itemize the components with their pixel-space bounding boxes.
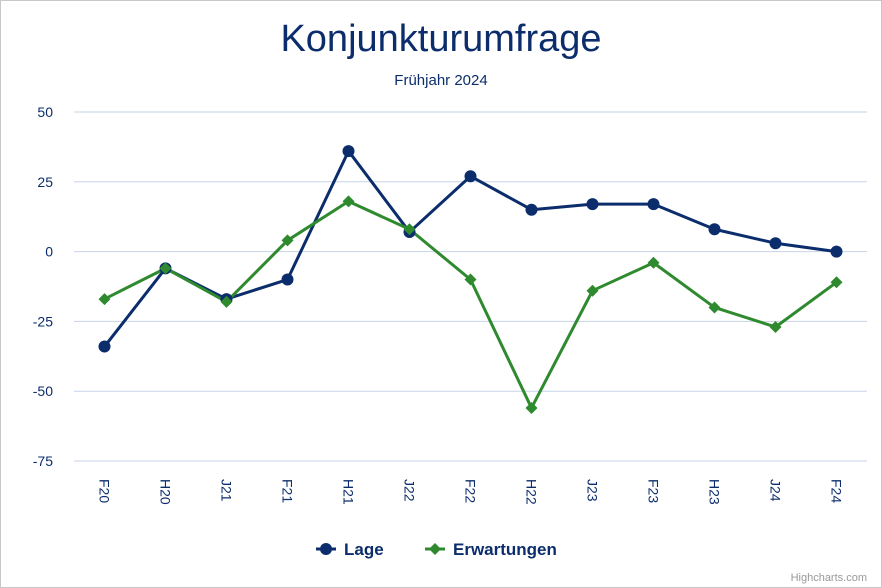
data-point-erwartungen <box>830 276 843 289</box>
legend-item-erwartungen[interactable]: Erwartungen <box>425 540 557 559</box>
legend[interactable]: Lage Erwartungen <box>316 540 557 559</box>
x-tick-label: J23 <box>585 479 601 502</box>
data-point-lage <box>586 198 599 211</box>
series-layer <box>98 145 843 414</box>
x-axis: F20 H20 J21 F21 H21 J22 F22 H22 J23 F23 H23 J24 F24 <box>97 479 845 505</box>
data-point-lage <box>464 170 477 183</box>
x-tick-label: F24 <box>829 479 845 503</box>
x-tick-label: F23 <box>646 479 662 503</box>
legend-label: Erwartungen <box>453 540 557 559</box>
x-tick-label: F22 <box>463 479 479 503</box>
data-point-erwartungen <box>220 295 233 308</box>
data-point-lage <box>98 340 111 353</box>
grid-layer: 50 25 0 -25 -50 -75 <box>33 104 867 469</box>
data-point-erwartungen <box>464 273 477 286</box>
data-point-erwartungen <box>708 301 721 314</box>
y-tick-label: 25 <box>37 174 53 190</box>
data-point-lage <box>769 237 782 250</box>
credits-link[interactable]: Highcharts.com <box>791 572 867 584</box>
data-point-erwartungen <box>159 262 172 275</box>
data-point-lage <box>708 223 721 236</box>
x-tick-label: H23 <box>707 479 723 505</box>
x-tick-label: F20 <box>97 479 113 503</box>
y-tick-label: -50 <box>33 383 53 399</box>
x-tick-label: J21 <box>219 479 235 502</box>
legend-item-lage[interactable]: Lage <box>316 540 384 559</box>
x-tick-label: J24 <box>768 479 784 502</box>
data-point-erwartungen <box>525 401 538 414</box>
data-point-erwartungen <box>769 320 782 333</box>
y-tick-label: 50 <box>37 104 53 120</box>
x-tick-label: H22 <box>524 479 540 505</box>
data-point-lage <box>525 203 538 216</box>
data-point-erwartungen <box>586 284 599 297</box>
y-tick-label: -75 <box>33 453 53 469</box>
x-tick-label: F21 <box>280 479 296 503</box>
data-point-lage <box>342 145 355 158</box>
chart-title: Konjunkturumfrage <box>280 18 601 60</box>
data-point-lage <box>647 198 660 211</box>
x-tick-label: J22 <box>402 479 418 502</box>
legend-marker-circle <box>320 543 332 555</box>
data-point-erwartungen <box>281 234 294 247</box>
legend-label: Lage <box>344 540 384 559</box>
chart-subtitle: Frühjahr 2024 <box>394 72 487 89</box>
x-tick-label: H21 <box>341 479 357 505</box>
data-point-lage <box>830 245 843 258</box>
data-point-lage <box>281 273 294 286</box>
x-tick-label: H20 <box>158 479 174 505</box>
data-point-erwartungen <box>647 256 660 269</box>
y-tick-label: 0 <box>45 244 53 260</box>
y-tick-label: -25 <box>33 313 53 329</box>
data-point-erwartungen <box>342 195 355 208</box>
data-point-erwartungen <box>403 223 416 236</box>
data-point-erwartungen <box>98 293 111 306</box>
legend-marker-diamond <box>429 543 441 555</box>
